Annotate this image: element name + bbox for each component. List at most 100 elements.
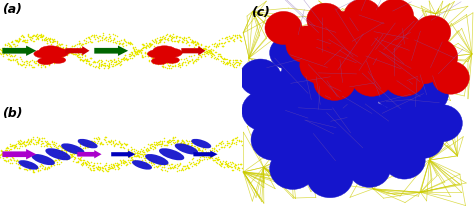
Point [75,147,82,150]
Point [115,163,122,166]
Point [91,61,99,64]
Point [180,141,187,145]
Point [55,162,63,165]
Circle shape [414,16,451,49]
Point [45,142,52,145]
Point [129,54,137,57]
Point [141,52,149,56]
Point [181,58,188,62]
Point [146,45,154,48]
Point [233,62,241,65]
Point [200,48,208,51]
Point [29,168,37,171]
Point [140,151,147,154]
Point [119,42,127,46]
Point [234,167,242,170]
Point [205,156,213,159]
Point [141,159,149,162]
Point [194,148,201,152]
Point [55,54,63,57]
Point [171,64,178,68]
Point [107,37,114,40]
Point [53,44,61,47]
Point [81,159,88,162]
Point [180,142,187,145]
Point [74,57,82,60]
Point [156,164,164,167]
Point [38,36,46,39]
Point [119,162,127,165]
Point [114,167,121,171]
Point [116,42,124,46]
Point [140,145,148,149]
Point [75,42,82,45]
Point [237,62,244,66]
Point [137,49,144,53]
Point [208,55,216,58]
Circle shape [383,60,425,97]
Point [21,66,28,69]
Point [28,35,36,39]
Point [158,141,166,145]
Point [18,162,25,165]
Point [79,161,87,164]
Point [222,162,229,166]
Point [225,61,232,64]
Circle shape [432,62,469,95]
Point [142,46,150,49]
Point [104,139,112,143]
Point [177,142,185,145]
Point [217,55,224,58]
Point [226,165,234,168]
Point [125,158,132,162]
Point [193,44,201,48]
Circle shape [270,148,316,190]
Point [122,41,129,44]
Point [178,140,185,143]
Point [47,164,55,167]
Point [198,149,205,152]
Point [71,153,78,156]
Point [28,59,36,63]
Point [176,39,183,43]
Point [58,43,65,47]
Point [182,64,190,68]
Point [156,142,164,145]
Point [71,53,79,57]
Point [6,162,13,165]
Point [205,154,212,157]
Point [58,55,66,58]
Point [134,154,142,157]
Point [10,43,18,46]
Point [97,167,104,171]
Point [24,139,31,142]
Point [115,163,123,166]
Point [189,59,196,63]
Point [68,45,76,49]
Point [179,139,187,143]
Point [7,46,15,49]
Point [68,154,76,157]
Point [132,149,140,152]
Point [20,167,28,171]
Point [180,165,187,168]
Point [72,156,79,159]
Point [46,38,53,42]
Point [18,64,26,68]
Point [36,36,44,40]
Point [148,43,155,47]
Point [174,139,182,143]
Point [190,162,198,166]
Point [46,41,54,44]
Point [129,159,137,162]
Point [66,50,74,54]
Point [40,39,48,42]
Point [202,153,210,156]
Point [132,54,140,57]
Point [96,166,104,169]
Point [89,167,97,170]
Point [23,62,31,65]
Point [173,40,181,43]
Point [201,48,209,51]
Point [205,51,213,54]
